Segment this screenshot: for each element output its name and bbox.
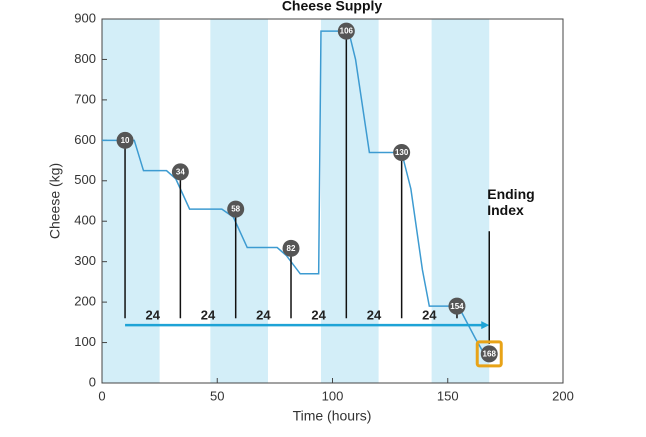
x-axis-label: Time (hours): [293, 408, 372, 424]
x-tick-label: 200: [552, 388, 574, 403]
shaded-band: [102, 19, 160, 383]
index-marker: [171, 163, 189, 181]
index-marker: [337, 22, 355, 40]
y-tick-label: 100: [74, 334, 96, 349]
y-tick-label: 0: [89, 374, 96, 389]
interval-label: 24: [201, 308, 216, 323]
shaded-band: [431, 19, 490, 383]
data-line: [102, 30, 490, 355]
index-marker: [282, 239, 300, 257]
x-tick-label: 50: [210, 388, 224, 403]
index-label: 34: [176, 167, 185, 176]
x-tick-label: 150: [437, 388, 459, 403]
interval-label: 24: [422, 308, 437, 323]
y-tick-label: 700: [74, 91, 96, 106]
index-label: 58: [231, 205, 240, 214]
chart-title: Cheese Supply: [282, 0, 383, 14]
y-tick-label: 500: [74, 172, 96, 187]
index-marker: [227, 200, 245, 218]
y-tick-label: 900: [74, 10, 96, 25]
index-label: 130: [395, 148, 409, 157]
x-tick-label: 100: [322, 388, 344, 403]
y-tick-label: 400: [74, 213, 96, 228]
interval-label: 24: [367, 308, 382, 323]
annotation: Ending: [487, 186, 534, 202]
index-label: 168: [483, 349, 497, 358]
x-tick-label: 0: [98, 388, 105, 403]
y-tick-label: 200: [74, 294, 96, 309]
y-tick-label: 600: [74, 132, 96, 147]
index-marker: [480, 345, 498, 363]
y-axis-label: Cheese (kg): [47, 163, 63, 239]
interval-label: 24: [145, 308, 160, 323]
index-marker: [116, 131, 134, 149]
index-marker: [448, 297, 466, 315]
index-label: 82: [287, 244, 296, 253]
index-label: 154: [450, 302, 464, 311]
highlight-box: [475, 340, 503, 368]
y-tick-label: 300: [74, 253, 96, 268]
shaded-band: [320, 19, 379, 383]
arrow-head: [481, 321, 490, 330]
annotation: Index: [487, 202, 524, 218]
shaded-band: [210, 19, 268, 383]
index-marker: [393, 143, 411, 161]
index-label: 106: [340, 27, 354, 36]
interval-label: 24: [311, 308, 326, 323]
interval-label: 24: [256, 308, 271, 323]
y-tick-label: 800: [74, 51, 96, 66]
index-label: 10: [121, 136, 130, 145]
